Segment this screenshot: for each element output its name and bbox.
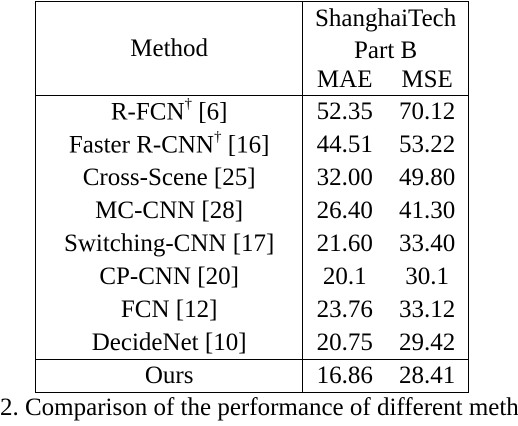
header-method: Method <box>36 2 304 65</box>
results-table-frame: Method ShanghaiTech Part B MAE MSE R-FCN… <box>35 1 469 393</box>
mae-cell: 20.1 <box>322 263 367 290</box>
table-row: Faster R-CNN† [16] 44.51 53.22 <box>36 128 468 161</box>
header-mse: MSE <box>386 65 468 96</box>
mse-cell: 53.22 <box>398 131 456 158</box>
mae-cell: 26.40 <box>316 197 373 224</box>
table-row: FCN [12] 23.76 33.12 <box>36 293 468 326</box>
table-row-ours: Ours 16.86 28.41 <box>36 358 468 392</box>
header-dataset-line1: ShanghaiTech <box>315 5 457 32</box>
method-cell: Switching-CNN [17] <box>36 227 304 260</box>
method-cell: DecideNet [10] <box>36 326 304 359</box>
mse-cell: 49.80 <box>398 164 456 191</box>
mae-cell-best: 16.86 <box>302 358 387 392</box>
table-row: R-FCN† [6] 52.35 70.12 <box>36 95 468 128</box>
mse-cell: 33.12 <box>398 296 456 323</box>
mse-cell: 70.12 <box>398 98 456 126</box>
table-row: CP-CNN [20] 20.1 30.1 <box>36 260 468 293</box>
method-cell: FCN [12] <box>36 293 304 326</box>
mae-cell: 20.75 <box>316 328 373 356</box>
mae-cell: 23.76 <box>316 296 373 323</box>
mae-cell: 21.60 <box>316 230 373 257</box>
mse-cell: 29.42 <box>398 328 456 356</box>
method-cell: CP-CNN [20] <box>36 260 304 293</box>
header-method-spacer <box>36 65 304 96</box>
table-caption: 2. Comparison of the performance of diff… <box>0 394 518 421</box>
method-cell: MC-CNN [28] <box>36 194 304 227</box>
mae-cell: 52.35 <box>316 98 373 126</box>
mse-cell: 41.30 <box>398 197 456 224</box>
header-dataset-line2: Part B <box>354 36 418 64</box>
table-row: Cross-Scene [25] 32.00 49.80 <box>36 161 468 194</box>
results-table: Method ShanghaiTech Part B MAE MSE R-FCN… <box>36 2 468 392</box>
method-cell: Ours <box>36 358 304 392</box>
method-cell: R-FCN† [6] <box>36 95 304 128</box>
table-row: Switching-CNN [17] 21.60 33.40 <box>36 227 468 260</box>
header-mae: MAE <box>302 65 387 96</box>
method-cell: Faster R-CNN† [16] <box>36 128 304 161</box>
mse-cell: 30.1 <box>405 263 449 290</box>
mse-cell-best: 28.41 <box>386 358 468 392</box>
table-row: MC-CNN [28] 26.40 41.30 <box>36 194 468 227</box>
mse-cell: 33.40 <box>398 230 456 257</box>
method-cell: Cross-Scene [25] <box>36 161 304 194</box>
mae-cell: 44.51 <box>316 131 373 158</box>
table-row: DecideNet [10] 20.75 29.42 <box>36 326 468 359</box>
mae-cell: 32.00 <box>316 164 373 191</box>
